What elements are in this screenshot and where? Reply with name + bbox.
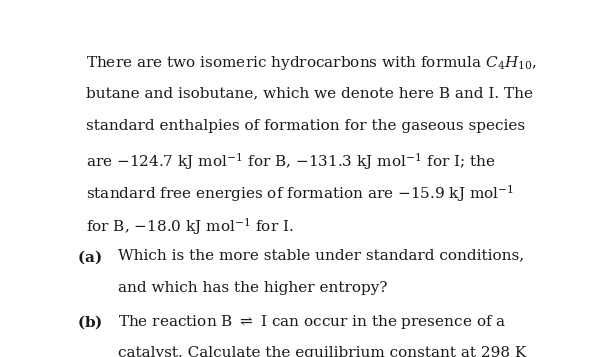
Text: $\mathbf{(b)}$: $\mathbf{(b)}$: [77, 313, 103, 331]
Text: $\mathbf{(a)}$: $\mathbf{(a)}$: [77, 248, 102, 266]
Text: There are two isomeric hydrocarbons with formula $C_4H_{10}$,: There are two isomeric hydrocarbons with…: [86, 54, 537, 72]
Text: standard enthalpies of formation for the gaseous species: standard enthalpies of formation for the…: [86, 119, 525, 133]
Text: and which has the higher entropy?: and which has the higher entropy?: [117, 281, 387, 295]
Text: butane and isobutane, which we denote here B and I. The: butane and isobutane, which we denote he…: [86, 86, 534, 100]
Text: Which is the more stable under standard conditions,: Which is the more stable under standard …: [117, 248, 524, 262]
Text: catalyst. Calculate the equilibrium constant at 298 K: catalyst. Calculate the equilibrium cons…: [117, 346, 526, 357]
Text: are $-$124.7 kJ mol$^{-1}$ for B, $-$131.3 kJ mol$^{-1}$ for I; the: are $-$124.7 kJ mol$^{-1}$ for B, $-$131…: [86, 151, 496, 172]
Text: The reaction B $\rightleftharpoons$ I can occur in the presence of a: The reaction B $\rightleftharpoons$ I ca…: [117, 313, 506, 331]
Text: standard free energies of formation are $-$15.9 kJ mol$^{-1}$: standard free energies of formation are …: [86, 183, 515, 205]
Text: for B, $-$18.0 kJ mol$^{-1}$ for I.: for B, $-$18.0 kJ mol$^{-1}$ for I.: [86, 216, 294, 237]
